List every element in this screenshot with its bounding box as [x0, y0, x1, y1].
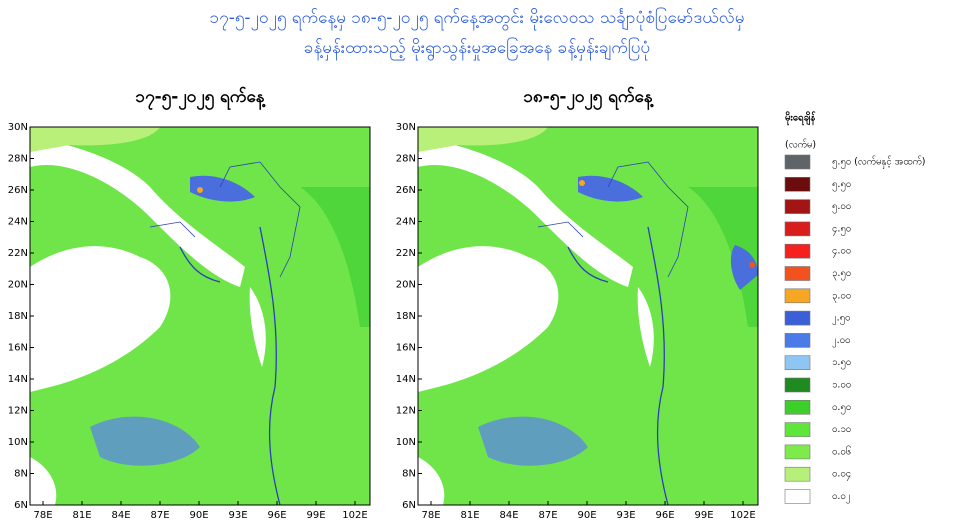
- legend-swatch: [784, 154, 811, 170]
- lat-label: 10N: [396, 437, 416, 448]
- lon-label: 96E: [267, 510, 286, 521]
- lat-label: 26N: [396, 185, 416, 196]
- legend-label: ၀.၀၄: [832, 469, 851, 481]
- lat-label: 6N: [14, 500, 28, 511]
- rain-spot: [579, 180, 585, 186]
- lat-label: 6N: [402, 500, 416, 511]
- legend-label: ၃.၀၀: [832, 290, 851, 302]
- legend-swatch: [784, 199, 811, 214]
- lat-label: 14N: [396, 374, 416, 385]
- legend-swatch: [784, 288, 811, 304]
- legend-label: ၀.၀၂: [832, 491, 850, 503]
- lat-label: 20N: [396, 280, 416, 291]
- panel-title: ၁၇-၅-၂၀၂၅ ရက်နေ့: [136, 86, 266, 111]
- lat-label: 14N: [8, 374, 28, 385]
- legend-label: ၀.၀၆: [832, 446, 851, 457]
- map-right: [418, 127, 758, 505]
- lon-label: 99E: [306, 510, 325, 521]
- lon-label: 96E: [655, 510, 674, 521]
- legend-swatch: [784, 444, 811, 460]
- legend-swatch: [784, 221, 811, 237]
- legend-swatch: [784, 333, 811, 348]
- title-line2: ခန့်မှန်းထားသည့် မိုးရွာသွန်းမှုအခြေအနေ …: [304, 36, 650, 61]
- legend-swatch: [784, 355, 811, 371]
- legend-swatch: [784, 243, 811, 259]
- lon-label: 102E: [730, 510, 755, 521]
- lat-label: 30N: [396, 122, 416, 133]
- lat-label: 24N: [396, 217, 416, 228]
- lat-label: 18N: [8, 311, 28, 322]
- map-left: [30, 127, 370, 505]
- legend-label: ၂.၀၀: [832, 335, 850, 347]
- lon-label: 93E: [228, 510, 247, 521]
- lat-label: 8N: [14, 469, 28, 480]
- rain-spot: [197, 187, 203, 193]
- rain-area: [730, 245, 758, 290]
- lat-label: 22N: [8, 248, 28, 259]
- legend-label: ၅.၀၀: [832, 201, 851, 213]
- lon-label: 84E: [499, 510, 518, 521]
- legend-swatch: [784, 399, 811, 415]
- legend-swatch: [784, 310, 811, 326]
- lon-label: 84E: [111, 510, 130, 521]
- legend-label: ၀.၁၀: [832, 424, 851, 435]
- lon-label: 78E: [421, 510, 440, 521]
- title-line1: ၁၇-၅-၂၀၂၅ ရက်နေ့မှ ၁၈-၅-၂၀၂၅ ရက်နေ့အတွင်…: [210, 6, 745, 31]
- lon-label: 87E: [150, 510, 169, 521]
- legend-unit: (လက်မ): [785, 140, 816, 151]
- legend-label: ၂.၅၀: [832, 313, 850, 325]
- legend-label: ၁.၀၀: [832, 380, 851, 391]
- legend-label: ၅.၅၀: [832, 179, 851, 191]
- legend-label: ၅.၅၀ (လက်မနှင့် အထက်): [832, 157, 926, 169]
- lat-label: 26N: [8, 185, 28, 196]
- legend-label: ၀.၅၀: [832, 402, 851, 414]
- lat-label: 28N: [8, 154, 28, 165]
- lon-label: 93E: [616, 510, 635, 521]
- lon-label: 102E: [342, 510, 367, 521]
- lat-label: 16N: [396, 343, 416, 354]
- lon-label: 78E: [33, 510, 52, 521]
- lon-label: 81E: [460, 510, 479, 521]
- lat-label: 28N: [396, 154, 416, 165]
- lon-label: 99E: [694, 510, 713, 521]
- lat-label: 22N: [396, 248, 416, 259]
- lat-label: 12N: [396, 406, 416, 417]
- lat-label: 24N: [8, 217, 28, 228]
- lon-label: 81E: [72, 510, 91, 521]
- lon-label: 90E: [577, 510, 596, 521]
- lon-label: 90E: [189, 510, 208, 521]
- lat-label: 12N: [8, 406, 28, 417]
- lat-label: 8N: [402, 469, 416, 480]
- legend-swatch: [784, 377, 811, 393]
- legend-swatch: [784, 489, 811, 504]
- lat-label: 16N: [8, 343, 28, 354]
- lat-label: 30N: [8, 122, 28, 133]
- lon-label: 87E: [538, 510, 557, 521]
- legend-swatch: [784, 422, 811, 437]
- lat-label: 10N: [8, 437, 28, 448]
- legend-title: မိုးရေချိန်: [785, 113, 816, 126]
- panel-title: ၁၈-၅-၂၀၂၅ ရက်နေ့: [523, 86, 654, 111]
- legend-label: ၄.၅၀: [832, 223, 851, 235]
- legend-label: ၃.၅၀: [832, 268, 851, 280]
- legend-label: ၁.၅၀: [832, 357, 851, 369]
- legend-swatch: [784, 266, 811, 281]
- legend-swatch: [784, 466, 811, 482]
- lat-label: 20N: [8, 280, 28, 291]
- legend-swatch: [784, 177, 811, 192]
- rain-spot: [749, 262, 755, 268]
- lat-label: 18N: [396, 311, 416, 322]
- legend-label: ၄.၀၀: [832, 246, 851, 258]
